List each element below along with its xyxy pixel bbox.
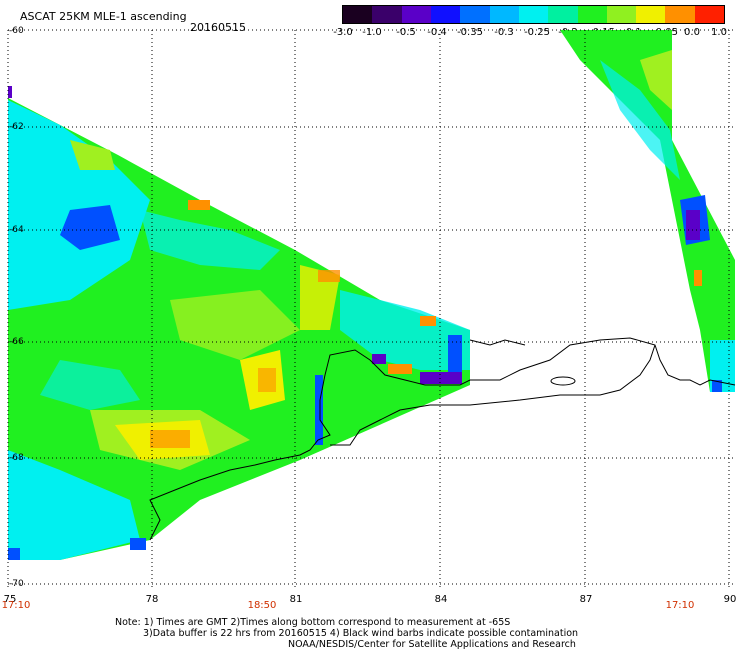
time-label: 17:10 [665,600,695,611]
latitude-label: -64 [9,225,24,235]
time-label: 18:50 [247,600,277,611]
swath-blue [60,205,120,250]
longitude-label: 84 [434,594,448,605]
swath-blue [448,335,462,375]
coastline [149,337,736,541]
swath-blue [130,538,146,550]
swath-east [560,30,735,392]
color-swatch [636,6,666,23]
color-swatch [665,6,695,23]
longitude-label: 90 [723,594,737,605]
coastline [330,344,656,446]
swath-orange [388,364,412,374]
swath-yellowgreen [640,50,672,110]
longitude-label: 81 [289,594,303,605]
swath-violet [8,86,12,98]
swath-yellowgreen [170,290,300,360]
color-swatch [489,6,519,23]
color-swatch [343,6,373,23]
swath-orange [150,430,190,448]
swath-orange [694,270,702,286]
footnote-line-3: NOAA/NESDIS/Center for Satellite Applica… [288,639,576,650]
colorbar-label: -0.3 [494,27,514,38]
colorbar-label: -0.5 [396,27,416,38]
colorbar-label: -1.0 [362,27,382,38]
color-swatch [518,6,549,23]
swath-violet [372,354,386,364]
color-swatch [401,6,431,23]
swath-base [560,30,735,392]
swath-yellowgreen [70,140,115,170]
product-date: 20160515 [190,21,246,34]
latitude-label: -66 [9,337,24,347]
swath-west [8,86,470,560]
colorbar-label: -3.0 [333,27,353,38]
time-label: 17:10 [1,600,31,611]
swath-blue [712,380,722,392]
swath-blue [315,375,323,445]
color-swatch [606,6,637,23]
swath-orange [420,316,436,326]
color-swatch [577,6,607,23]
latitude-label: -68 [9,453,24,463]
color-swatch [460,6,490,23]
colorbar-label: 1.0 [711,27,727,38]
swath-cyan [340,290,470,370]
latitude-label: -70 [9,579,24,589]
color-scale-bar [342,5,725,24]
swath-violet [420,372,462,384]
color-swatch [548,6,578,23]
longitude-label: 87 [579,594,593,605]
swath-orange [318,270,340,282]
footnote-line-2: 3)Data buffer is 22 hrs from 20160515 4)… [143,628,579,639]
product-title: ASCAT 25KM MLE-1 ascending [20,10,187,23]
colorbar-label: 0.0 [684,27,700,38]
graticule [7,29,735,588]
swath-blue [8,548,20,560]
color-swatch [694,6,725,23]
colorbar-label: -0.25 [524,27,550,38]
swath-cyan [140,210,280,270]
coastline-island [550,376,576,386]
color-swatch [430,6,461,23]
swath-cyan [40,360,140,410]
latitude-label: -62 [9,122,24,132]
colorbar-label: -0.35 [457,27,483,38]
footnote-line-1: Note: 1) Times are GMT 2)Times along bot… [115,617,511,628]
longitude-label: 75 [3,594,17,605]
swath-orange [258,368,276,392]
swath-violet [686,210,700,240]
longitude-label: 78 [145,594,159,605]
swath-cyan [8,100,150,310]
colorbar-label: -0.4 [427,27,447,38]
swath-cyan [600,60,680,180]
swath-cyan [8,450,140,560]
swath-orange [188,200,210,210]
latitude-label: -60 [9,26,24,36]
color-swatch [372,6,402,23]
